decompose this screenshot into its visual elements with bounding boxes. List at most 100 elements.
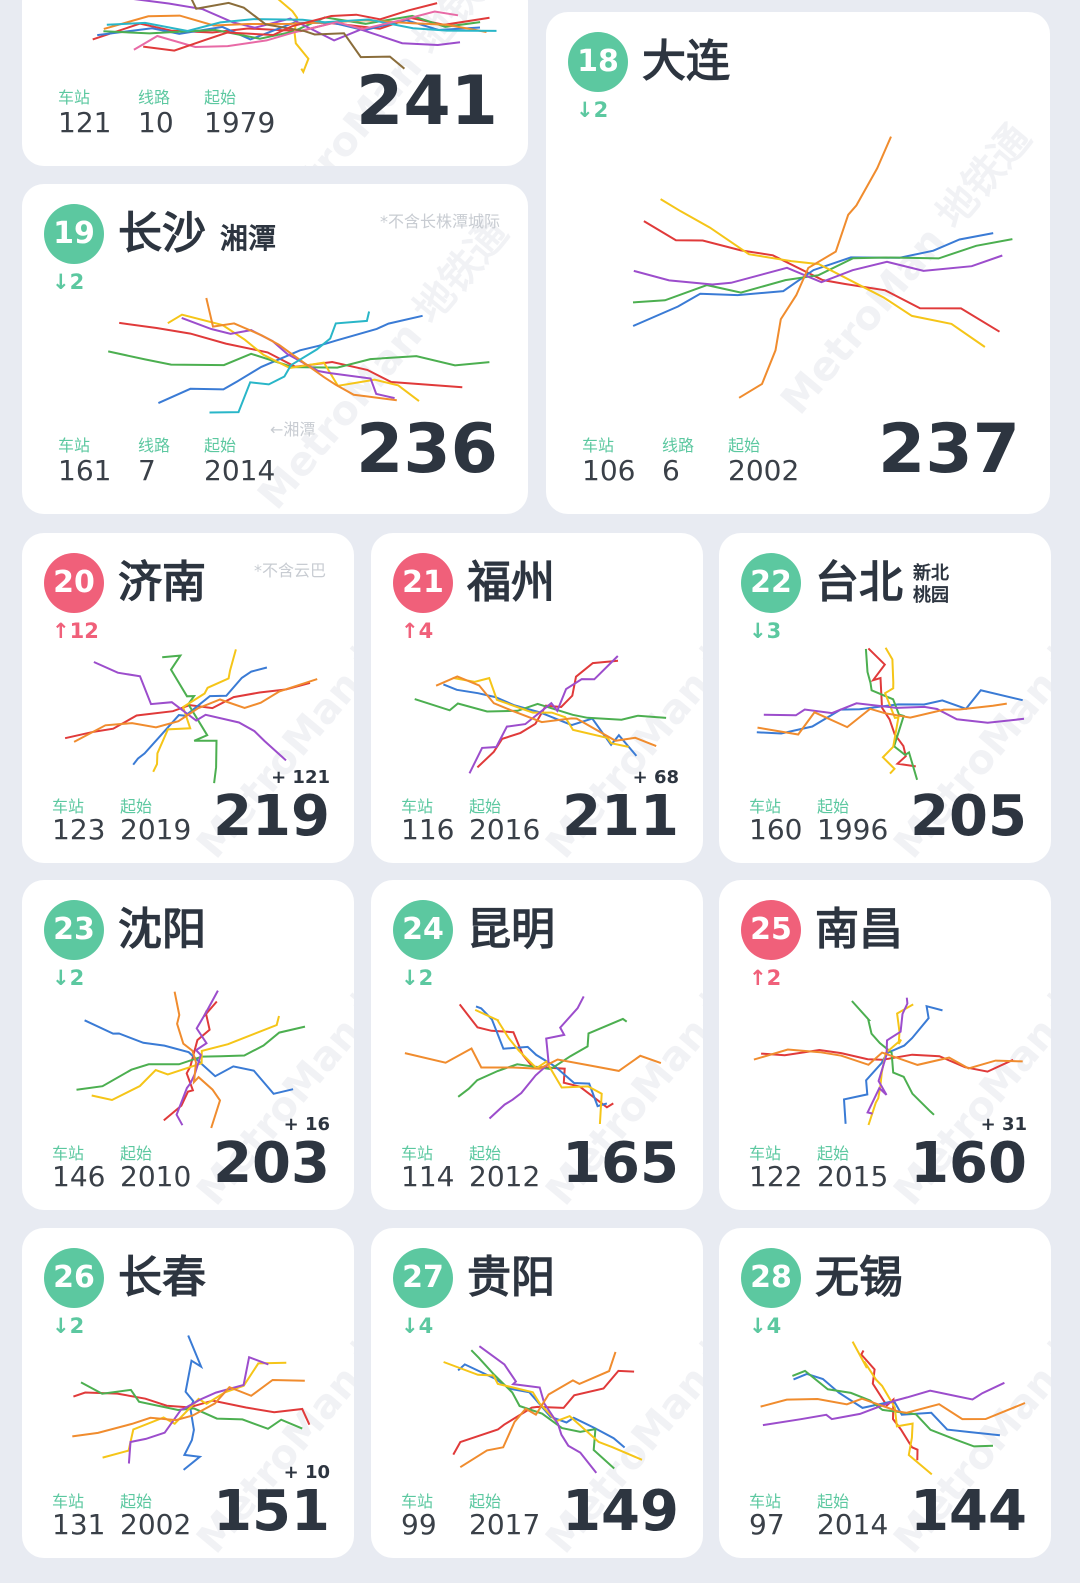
metro-line [205, 297, 397, 402]
metro-line [864, 648, 919, 781]
length-km: 236 [356, 410, 498, 489]
metro-line [443, 683, 638, 757]
stat-label: 车站 [52, 797, 85, 816]
length-km: 237 [878, 410, 1020, 489]
stat-value: 97 [749, 1508, 785, 1541]
metro-line [435, 675, 657, 748]
metro-line [792, 1369, 994, 1448]
stat-value: 161 [58, 454, 112, 487]
length-km: 205 [910, 784, 1027, 849]
stat-value: 2012 [469, 1160, 541, 1193]
stat-value: 2015 [817, 1160, 889, 1193]
length-added: + 16 [283, 1114, 330, 1135]
rank-change: ↓3 [749, 619, 782, 643]
stat-value: 7 [138, 454, 156, 487]
metro-line [277, 0, 310, 75]
city-name: 长沙 湘潭 [118, 204, 276, 269]
city-name: 昆明 [467, 900, 555, 960]
city-name-text: 长春 [118, 1252, 206, 1303]
metro-line [753, 1048, 1023, 1070]
city-name-text: 台北 [815, 557, 903, 608]
stat-label: 车站 [582, 436, 615, 455]
city-name-text: 大连 [642, 36, 730, 87]
metro-line [457, 1363, 626, 1449]
metro-map [76, 990, 306, 1129]
city-card: MetroMan 地铁通 28 无锡 ↓4 车站 97 起始 2014 144 [719, 1228, 1051, 1558]
rank-change: ↓2 [52, 270, 85, 294]
stat-label: 起始 [120, 1492, 153, 1511]
metro-line [132, 666, 268, 766]
city-name-text: 昆明 [467, 904, 555, 955]
stat-value: 2017 [469, 1508, 541, 1541]
metro-line [851, 1000, 935, 1116]
stat-label: 车站 [749, 1492, 782, 1511]
metro-line [633, 254, 1003, 286]
stat-label: 车站 [749, 797, 782, 816]
city-name: 大连 [642, 32, 730, 92]
metro-map [760, 1341, 1026, 1476]
metro-line [73, 678, 318, 743]
metro-line [102, 1361, 287, 1459]
metro-line [190, 0, 406, 70]
metro-line [851, 1341, 933, 1476]
city-subname-line: 桃园 [913, 585, 949, 606]
metro-line [414, 698, 667, 721]
metro-line [157, 314, 423, 405]
metro-line [738, 136, 892, 399]
stat-label: 起始 [728, 436, 761, 455]
stat-value: 1979 [204, 106, 276, 139]
rank-change: ↓4 [749, 1314, 782, 1338]
metro-map [632, 136, 1013, 399]
map-label: ←湘潭 [270, 420, 316, 439]
stat-value: 2014 [204, 454, 276, 487]
rank-change: ↓2 [576, 98, 609, 122]
stat-label: 线路 [138, 88, 171, 107]
rank-badge: 26 [44, 1248, 104, 1308]
city-name-text: 长沙 [118, 208, 206, 259]
stat-value: 160 [749, 813, 803, 846]
rank-change: ↓2 [52, 966, 85, 990]
rank-badge: 28 [741, 1248, 801, 1308]
stat-value: 6 [662, 454, 680, 487]
stat-label: 起始 [204, 436, 237, 455]
metro-line [152, 649, 237, 773]
metro-line [84, 1019, 294, 1095]
length-km: 241 [356, 62, 498, 141]
metro-line [106, 18, 497, 33]
stat-label: 起始 [817, 797, 850, 816]
stat-value: 1996 [817, 813, 889, 846]
city-subname-line: 新北 [913, 563, 949, 584]
city-subname: 湘潭 [220, 222, 277, 255]
stat-value: 131 [52, 1508, 106, 1541]
stat-label: 车站 [401, 1492, 434, 1511]
stat-label: 起始 [469, 1144, 502, 1163]
city-name: 贵阳 [467, 1248, 555, 1308]
metro-line [478, 1345, 598, 1474]
rank-badge: 27 [393, 1248, 453, 1308]
metro-line [133, 0, 461, 47]
metro-line [881, 647, 900, 775]
metro-line [103, 14, 487, 33]
stat-label: 起始 [817, 1144, 850, 1163]
city-name: 南昌 [815, 900, 903, 960]
city-name: 福州 [467, 553, 555, 613]
stat-label: 车站 [401, 1144, 434, 1163]
city-card: MetroMan 地铁通 车站 121 线路 10 起始 1979 241 [22, 0, 528, 166]
metro-line [763, 702, 1025, 724]
length-added: + 10 [283, 1462, 330, 1483]
city-name: 沈阳 [118, 900, 206, 960]
length-added: + 121 [271, 767, 330, 788]
length-added: + 31 [980, 1114, 1027, 1135]
stat-value: 116 [401, 813, 455, 846]
stat-label: 线路 [138, 436, 171, 455]
stat-value: 2002 [120, 1508, 192, 1541]
metro-line [127, 1355, 269, 1464]
metro-line [181, 316, 395, 400]
metro-line [72, 1378, 305, 1438]
city-card: MetroMan 地铁通 22 台北 新北 桃园 ↓3 车站 160 起始 1996 205 [719, 533, 1051, 863]
city-card: MetroMan 地铁通 23 沈阳 ↓2 车站 146 起始 2010 203 + 16 [22, 880, 354, 1210]
note: *不含云巴 [253, 561, 326, 580]
metro-line [93, 661, 287, 762]
length-km: 144 [910, 1479, 1027, 1544]
city-subname: 新北 桃园 [913, 563, 949, 607]
